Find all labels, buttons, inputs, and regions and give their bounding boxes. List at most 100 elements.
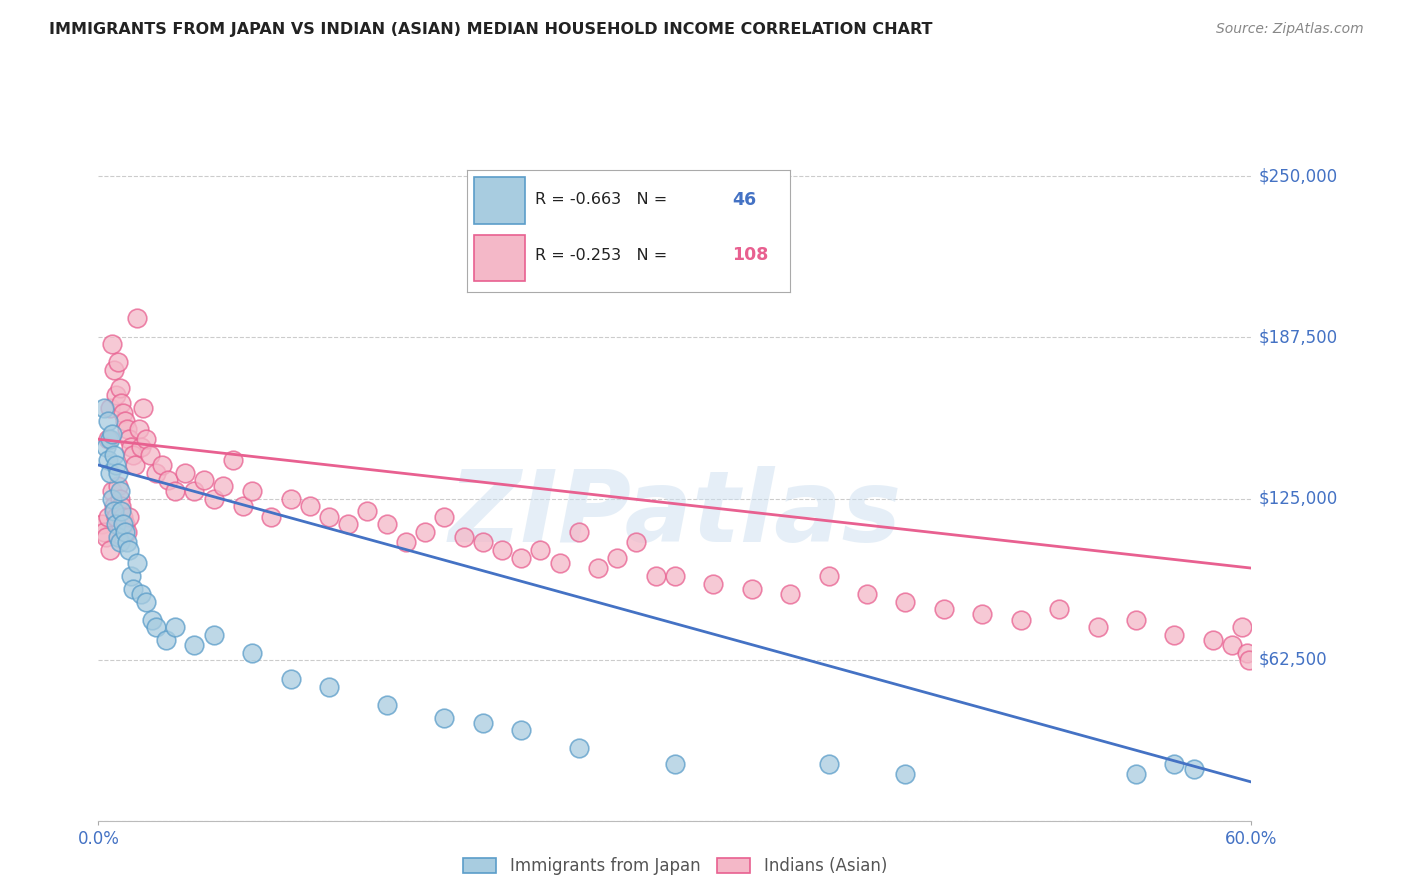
Point	[165, 620, 187, 634]
Point	[183, 639, 205, 653]
Point	[586, 561, 609, 575]
Point	[94, 440, 117, 454]
Point	[124, 458, 146, 472]
Point	[156, 474, 179, 488]
Point	[120, 440, 142, 454]
Point	[117, 524, 138, 539]
Text: $250,000: $250,000	[1258, 168, 1337, 186]
Point	[626, 535, 648, 549]
Point	[318, 509, 340, 524]
Point	[110, 504, 132, 518]
Point	[664, 756, 686, 771]
Point	[122, 448, 145, 462]
Point	[120, 569, 142, 583]
Point	[212, 478, 235, 492]
Point	[222, 453, 245, 467]
Point	[145, 620, 167, 634]
FancyBboxPatch shape	[474, 235, 526, 281]
Point	[174, 466, 197, 480]
Point	[183, 483, 205, 498]
Point	[260, 509, 283, 524]
Point	[202, 491, 225, 506]
Point	[101, 491, 124, 506]
Point	[129, 440, 152, 454]
Point	[471, 535, 494, 549]
Point	[101, 483, 124, 498]
Point	[337, 517, 360, 532]
Point	[817, 756, 839, 771]
Point	[1087, 620, 1109, 634]
Point	[107, 530, 129, 544]
Point	[318, 680, 340, 694]
Point	[93, 524, 115, 539]
Point	[433, 509, 456, 524]
Point	[97, 414, 120, 428]
Point	[664, 569, 686, 583]
Point	[375, 698, 398, 712]
Point	[529, 543, 551, 558]
Point	[894, 767, 917, 781]
Point	[606, 550, 628, 565]
Point	[110, 500, 132, 514]
Point	[1182, 762, 1205, 776]
Point	[135, 594, 157, 608]
Point	[231, 500, 254, 514]
Point	[131, 401, 153, 416]
Text: 108: 108	[733, 246, 769, 264]
Point	[97, 453, 120, 467]
Point	[165, 483, 187, 498]
Point	[741, 582, 763, 596]
Point	[298, 500, 321, 514]
Point	[568, 741, 591, 756]
Point	[972, 607, 994, 622]
Point	[491, 543, 513, 558]
Text: $187,500: $187,500	[1258, 328, 1337, 346]
Point	[280, 672, 302, 686]
Point	[107, 478, 129, 492]
Point	[122, 582, 145, 596]
Point	[129, 587, 152, 601]
Point	[112, 517, 135, 532]
Point	[117, 422, 138, 436]
Point	[1230, 620, 1253, 634]
Point	[104, 388, 127, 402]
Point	[240, 483, 263, 498]
Point	[471, 715, 494, 730]
Point	[98, 466, 121, 480]
Point	[1125, 613, 1147, 627]
Text: ZIPatlas: ZIPatlas	[449, 466, 901, 563]
Point	[101, 337, 124, 351]
Legend: Immigrants from Japan, Indians (Asian): Immigrants from Japan, Indians (Asian)	[456, 851, 894, 882]
Point	[1125, 767, 1147, 781]
Point	[104, 509, 127, 524]
Point	[644, 569, 666, 583]
Point	[395, 535, 418, 549]
Point	[135, 432, 157, 446]
Text: IMMIGRANTS FROM JAPAN VS INDIAN (ASIAN) MEDIAN HOUSEHOLD INCOME CORRELATION CHAR: IMMIGRANTS FROM JAPAN VS INDIAN (ASIAN) …	[49, 22, 932, 37]
Point	[1239, 652, 1261, 666]
FancyBboxPatch shape	[474, 178, 526, 224]
Point	[932, 602, 955, 616]
Text: R = -0.663   N =: R = -0.663 N =	[536, 193, 672, 208]
Point	[125, 311, 148, 326]
Point	[1236, 646, 1258, 660]
Text: $125,000: $125,000	[1258, 490, 1337, 508]
Point	[1047, 602, 1070, 616]
Point	[375, 517, 398, 532]
Point	[413, 524, 436, 539]
Text: Source: ZipAtlas.com: Source: ZipAtlas.com	[1216, 22, 1364, 37]
Point	[1163, 756, 1185, 771]
Point	[117, 535, 138, 549]
Point	[91, 517, 114, 532]
Point	[453, 530, 475, 544]
Point	[150, 458, 173, 472]
Point	[94, 530, 117, 544]
Point	[114, 414, 136, 428]
Point	[107, 355, 129, 369]
Point	[108, 491, 131, 506]
Point	[108, 483, 131, 498]
Point	[110, 396, 132, 410]
Point	[894, 594, 917, 608]
Point	[568, 524, 591, 539]
Point	[779, 587, 801, 601]
